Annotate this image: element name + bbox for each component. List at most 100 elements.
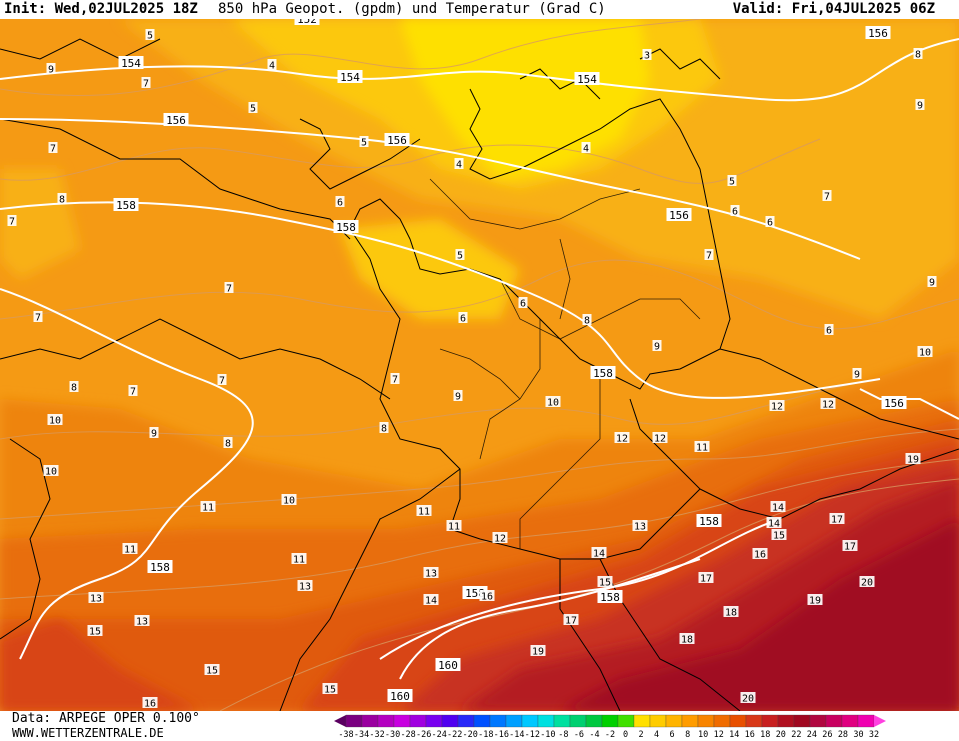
legend-tick-label: -18: [478, 730, 493, 739]
svg-text:154: 154: [340, 71, 360, 84]
svg-text:7: 7: [9, 217, 15, 228]
svg-text:8: 8: [915, 50, 921, 61]
isotherm-label: 13: [297, 580, 313, 593]
svg-text:7: 7: [824, 192, 830, 203]
svg-text:11: 11: [696, 443, 708, 454]
isohypse-label: 152: [294, 19, 320, 26]
svg-text:4: 4: [456, 160, 462, 171]
legend-swatch: [569, 714, 587, 728]
legend-tick-label: 14: [729, 730, 739, 739]
isohypse-label: 156: [163, 113, 189, 127]
svg-text:7: 7: [130, 387, 136, 398]
svg-text:13: 13: [425, 569, 437, 580]
isotherm-label: 8: [379, 422, 389, 435]
legend-tick-label: 4: [654, 730, 659, 739]
legend-swatch: [489, 714, 507, 728]
svg-text:6: 6: [826, 326, 832, 337]
svg-text:154: 154: [577, 73, 597, 86]
state-borders: [429, 178, 701, 549]
isotherm-label: 7: [224, 282, 234, 295]
legend-tick-label: 8: [685, 730, 690, 739]
svg-text:9: 9: [929, 278, 935, 289]
isotherm-label: 17: [698, 572, 714, 585]
isotherm-label: 6: [458, 312, 468, 325]
legend-swatch: [713, 714, 731, 728]
isotherm-label: 11: [446, 520, 462, 533]
legend-swatch: [553, 714, 571, 728]
svg-text:9: 9: [854, 370, 860, 381]
svg-text:154: 154: [121, 57, 141, 70]
legend-swatch: [697, 714, 715, 728]
legend-swatch: [649, 714, 667, 728]
svg-text:16: 16: [754, 550, 766, 561]
legend-swatch: [665, 714, 683, 728]
isotherm-label: 6: [335, 196, 345, 209]
legend-tick-label: -12: [525, 730, 540, 739]
isotherm-label: 5: [727, 175, 737, 188]
isotherm-label: 13: [423, 567, 439, 580]
isotherm-label: 16: [142, 697, 158, 710]
svg-text:9: 9: [151, 429, 157, 440]
isotherm-label: 11: [200, 501, 216, 514]
svg-text:18: 18: [725, 608, 737, 619]
legend-swatch: [825, 714, 843, 728]
legend-tick-label: 20: [776, 730, 786, 739]
svg-text:158: 158: [600, 591, 620, 604]
isotherm-label: 20: [859, 576, 875, 589]
svg-text:10: 10: [547, 398, 559, 409]
svg-text:156: 156: [387, 134, 407, 147]
svg-text:6: 6: [732, 207, 738, 218]
svg-text:9: 9: [48, 65, 54, 76]
legend-tick-label: -22: [447, 730, 462, 739]
isotherm-label: 7: [7, 215, 17, 228]
legend-swatch: [617, 714, 635, 728]
isotherm-label: 5: [455, 249, 465, 262]
legend-swatch: [441, 714, 459, 728]
legend-swatch: [761, 714, 779, 728]
svg-text:7: 7: [35, 313, 41, 324]
isohypse-label: 154: [574, 72, 600, 86]
isotherm-label: 19: [807, 594, 823, 607]
temperature-labels: 3 4 4 4 5 5 5 5 5 6 6 6 6 6 6 7 7 7 7 7 7 7 7 7 7 8 8 8 8 8 8 9 9 9 9 9 9 9 10…: [7, 29, 937, 710]
legend-tick-label: -2: [605, 730, 615, 739]
svg-text:19: 19: [532, 647, 544, 658]
isotherm-label: 13: [632, 520, 648, 533]
isotherm-label: 12: [614, 432, 630, 445]
isotherm-label: 17: [842, 540, 858, 553]
isotherm-label: 7: [33, 311, 43, 324]
legend-swatch: [393, 714, 411, 728]
svg-text:5: 5: [250, 104, 256, 115]
svg-text:5: 5: [361, 138, 367, 149]
legend-tick-label: 12: [714, 730, 724, 739]
svg-text:11: 11: [448, 522, 460, 533]
isotherm-label: 15: [322, 683, 338, 696]
legend-tick-label: -20: [463, 730, 478, 739]
isotherm-label: 6: [824, 324, 834, 337]
legend-swatch: [729, 714, 747, 728]
svg-text:8: 8: [381, 424, 387, 435]
svg-text:152: 152: [297, 19, 317, 26]
legend-tick-label: -16: [494, 730, 509, 739]
isohypse-label: 160: [435, 658, 461, 672]
isotherm-label: 14: [591, 547, 607, 560]
isotherm-label: 15: [204, 664, 220, 677]
legend-tick-label: -32: [369, 730, 384, 739]
isohypse-154: [0, 38, 959, 102]
map-header: Init: Wed,02JUL2025 18Z 850 hPa Geopot. …: [0, 0, 959, 19]
svg-text:19: 19: [907, 455, 919, 466]
valid-time: Valid: Fri,04JUL2025 06Z: [732, 1, 935, 17]
isotherm-label: 10: [917, 346, 933, 359]
svg-text:6: 6: [520, 299, 526, 310]
svg-text:17: 17: [565, 616, 577, 627]
isotherm-label: 4: [267, 59, 277, 72]
svg-text:156: 156: [884, 397, 904, 410]
isotherm-label: 15: [87, 625, 103, 638]
isotherm-label: 12: [820, 398, 836, 411]
isotherm-label: 18: [723, 606, 739, 619]
svg-text:10: 10: [283, 496, 295, 507]
isotherm-label: 15: [597, 576, 613, 589]
svg-text:12: 12: [494, 534, 506, 545]
isotherm-label: 5: [248, 102, 258, 115]
isohypse-label: 156: [666, 208, 692, 222]
